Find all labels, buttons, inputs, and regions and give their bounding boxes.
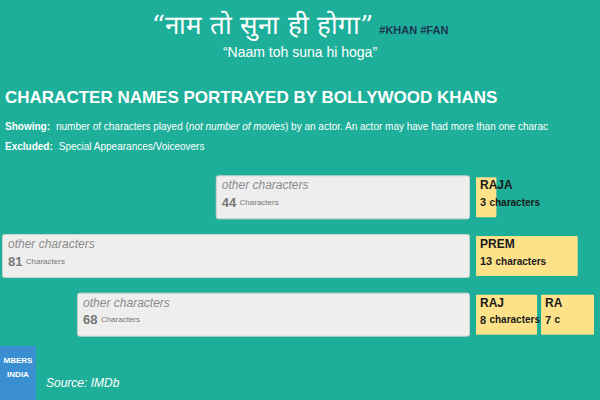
svg-text:44: 44 bbox=[222, 195, 237, 210]
html-text:Special Appearances/Voiceovers: Special Appearances/Voiceovers bbox=[58, 141, 205, 152]
svg-text:81: 81 bbox=[8, 254, 22, 269]
svg-text:characters: characters bbox=[489, 314, 540, 325]
html-text:Source: IMDb: Source: IMDb bbox=[46, 376, 120, 390]
svg-text:other characters: other characters bbox=[8, 237, 95, 251]
svg-text:13: 13 bbox=[480, 255, 492, 267]
html-text:“नाम तो सुना ही होगा”: “नाम तो सुना ही होगा” bbox=[151, 10, 374, 40]
html-text:#KHAN #FAN: #KHAN #FAN bbox=[379, 24, 449, 36]
svg-text:Characters: Characters bbox=[26, 257, 65, 266]
svg-text:68: 68 bbox=[83, 312, 97, 327]
html-text:Excluded:: Excluded: bbox=[5, 141, 53, 152]
svg-text:characters: characters bbox=[496, 256, 547, 267]
svg-text:c: c bbox=[555, 314, 561, 325]
html-text:MBERS: MBERS bbox=[3, 356, 33, 365]
html-text:number of characters played (n: number of characters played (not number … bbox=[56, 121, 548, 132]
svg-text:characters: characters bbox=[489, 197, 540, 208]
html-text:CHARACTER NAMES PORTRAYED BY B: CHARACTER NAMES PORTRAYED BY BOLLYWOOD K… bbox=[5, 88, 498, 107]
svg-text:PREM: PREM bbox=[480, 237, 515, 251]
svg-text:3: 3 bbox=[480, 196, 487, 209]
svg-text:Characters: Characters bbox=[240, 198, 279, 207]
html-text:INDIA: INDIA bbox=[7, 370, 29, 379]
svg-text:Characters: Characters bbox=[101, 315, 140, 324]
svg-text:other characters: other characters bbox=[83, 296, 170, 310]
svg-text:RAJA: RAJA bbox=[480, 178, 513, 192]
svg-text:RA: RA bbox=[545, 296, 563, 310]
html-text:“Naam toh suna hi hoga”: “Naam toh suna hi hoga” bbox=[223, 44, 377, 60]
svg-text:other characters: other characters bbox=[222, 178, 309, 192]
html-text:Showing:: Showing: bbox=[5, 121, 50, 132]
svg-text:RAJ: RAJ bbox=[480, 296, 504, 310]
svg-text:7: 7 bbox=[545, 313, 552, 326]
svg-text:8: 8 bbox=[480, 313, 487, 326]
